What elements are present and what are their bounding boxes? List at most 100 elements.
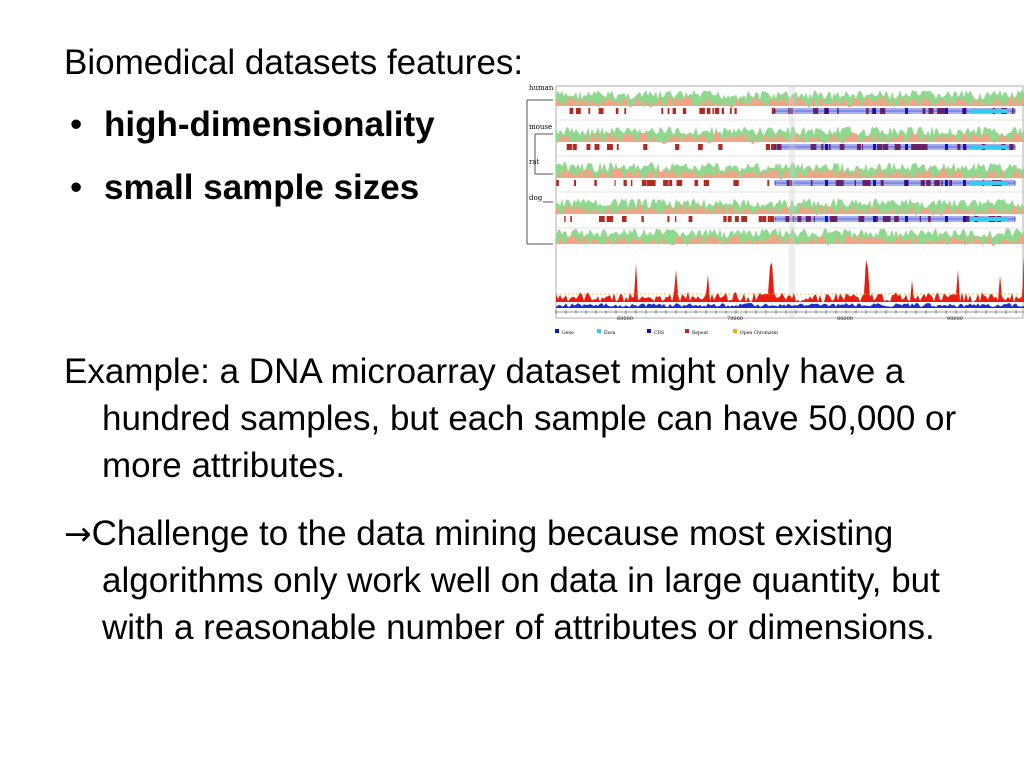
repeat-mark: [624, 108, 627, 114]
repeat-mark: [688, 216, 691, 222]
cds-block: [945, 144, 948, 150]
repeat-mark: [672, 108, 676, 114]
conservation-track-low: [556, 234, 1024, 246]
open-chromatin-peaks: [556, 256, 1024, 302]
conservation-track-low: [556, 132, 1024, 144]
repeat-mark: [599, 216, 605, 222]
cds-block: [905, 108, 908, 114]
axis-tick-label: 60000: [617, 316, 633, 322]
cds-block: [945, 180, 948, 186]
cds-block: [963, 144, 966, 150]
repeat-mark: [689, 216, 693, 222]
bullet-small-sample-sizes: • small sample sizes: [70, 166, 419, 209]
repeat-mark: [614, 180, 616, 186]
repeat-mark: [721, 108, 724, 114]
repeat-mark: [714, 108, 720, 114]
repeat-mark: [654, 180, 656, 186]
species-label: mouse: [529, 123, 552, 131]
exon-block: [970, 145, 1008, 149]
cds-block: [825, 216, 828, 222]
cds-block: [905, 180, 908, 186]
conservation-track-high: [556, 198, 1024, 214]
repeat-mark: [730, 108, 732, 114]
repeat-mark: [667, 216, 670, 222]
repeat-mark: [769, 216, 774, 222]
repeat-mark: [767, 216, 770, 222]
highlight-column: [789, 86, 795, 318]
repeat-mark: [703, 180, 707, 186]
repeat-mark: [698, 144, 703, 150]
repeat-mark: [771, 144, 776, 150]
exon-block: [970, 181, 1008, 185]
bullet-high-dimensionality: • high-dimensionality: [70, 103, 435, 146]
repeat-mark: [734, 108, 737, 114]
repeat-mark: [586, 144, 591, 150]
cds-block: [963, 108, 966, 114]
repeat-mark: [641, 180, 647, 186]
slide-heading: Biomedical datasets features:: [64, 43, 524, 82]
exon-block: [970, 217, 1008, 221]
species-label: dog: [529, 194, 543, 202]
repeat-mark: [661, 108, 664, 114]
legend-swatch: [733, 329, 737, 333]
repeat-mark: [575, 108, 581, 114]
repeat-mark: [566, 144, 572, 150]
legend-label: CDS: [654, 330, 664, 336]
repeat-mark: [767, 180, 770, 186]
cds-block: [963, 180, 966, 186]
baseline-signal: [556, 303, 1024, 308]
repeat-mark: [723, 216, 727, 222]
challenge-text: Challenge to the data mining because mos…: [91, 514, 940, 647]
figure-frame: [555, 85, 1024, 319]
repeat-mark: [706, 108, 711, 114]
species-label: rat: [529, 158, 540, 166]
cds-block: [825, 144, 828, 150]
repeat-mark: [669, 180, 673, 186]
challenge-paragraph: →Challenge to the data mining because mo…: [64, 510, 1007, 651]
repeat-mark: [701, 108, 704, 114]
repeat-mark: [599, 108, 604, 114]
legend-swatch: [597, 329, 601, 333]
legend-label: Open Chromatin: [740, 330, 778, 336]
repeat-mark: [608, 144, 611, 150]
axis-tick-label: 80000: [837, 316, 853, 322]
repeat-mark: [694, 180, 699, 186]
gene-box: [774, 144, 1016, 150]
repeat-mark: [643, 144, 648, 150]
repeat-mark: [682, 108, 687, 114]
cds-block: [905, 144, 908, 150]
repeat-mark: [765, 144, 770, 150]
repeat-mark: [758, 216, 763, 222]
repeat-mark: [574, 180, 576, 186]
repeat-mark: [616, 144, 619, 150]
genome-alignment-svg: human mouse rat dog 60000 70000 80000 90000 Gene…: [526, 84, 1024, 336]
repeat-mark: [741, 216, 747, 222]
bullet-text: high-dimensionality: [104, 105, 435, 144]
legend-swatch: [685, 329, 689, 333]
species-label: human: [529, 84, 554, 92]
repeat-mark: [588, 108, 591, 114]
repeat-mark: [667, 108, 670, 114]
repeat-mark: [630, 180, 633, 186]
repeat-mark: [718, 144, 723, 150]
arrow-right-icon: →: [64, 514, 92, 553]
bullet-marker: •: [70, 168, 83, 207]
repeat-mark: [570, 216, 572, 222]
axis-tick-label: 70000: [727, 316, 743, 322]
gene-box: [774, 108, 1016, 114]
repeat-mark: [712, 108, 714, 114]
repeat-mark: [610, 216, 614, 222]
gene-box: [774, 216, 1016, 222]
repeat-mark: [569, 108, 574, 114]
repeat-mark: [771, 108, 775, 114]
repeat-mark: [650, 180, 656, 186]
repeat-mark: [762, 216, 767, 222]
repeat-mark: [676, 180, 683, 186]
gene-box: [774, 180, 1016, 186]
example-text: Example: a DNA microarray dataset might …: [64, 352, 957, 485]
cds-block: [825, 180, 828, 186]
repeat-mark: [705, 180, 709, 186]
cds-block: [825, 108, 828, 114]
repeat-mark: [675, 144, 680, 150]
cds-block: [945, 216, 948, 222]
